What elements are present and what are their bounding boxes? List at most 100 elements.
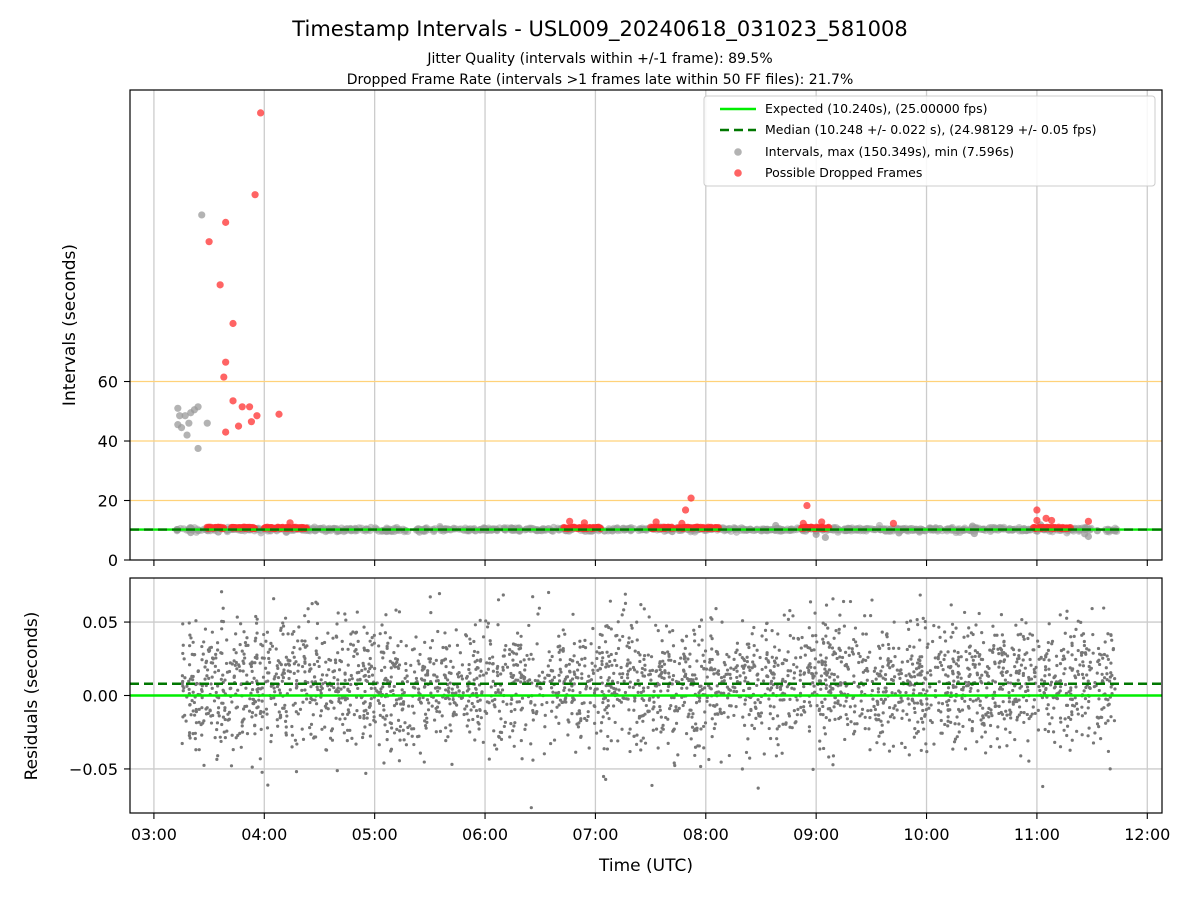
residual-point [824,656,828,660]
residual-point [693,639,697,643]
residual-point [214,690,218,695]
x-tick-label: 09:00 [793,825,839,844]
residual-point [680,677,684,682]
residual-point [315,685,319,689]
residual-point [197,707,201,711]
residual-point [871,697,875,701]
residual-point [193,713,197,717]
residual-point [1084,685,1088,690]
residual-point [1105,654,1109,658]
residual-point [292,629,296,634]
residual-point [917,658,921,662]
residual-point [595,650,599,654]
residual-point [1021,658,1025,662]
residual-point [734,665,738,670]
residual-point [579,719,583,723]
residual-point [588,701,592,705]
residual-point [766,687,770,691]
residual-point [587,674,591,678]
residual-point [630,626,634,630]
residual-point [927,706,931,710]
residual-point [423,665,427,669]
residual-point [399,702,403,706]
residual-point [281,632,285,636]
residual-point [225,638,229,642]
residual-point [822,641,826,645]
residual-point [365,716,369,720]
residual-point [245,704,249,708]
residual-point [725,685,730,689]
residual-point [443,673,447,678]
residual-point [1072,634,1076,638]
residual-point [819,674,824,678]
residual-point [191,640,195,644]
residual-point [886,642,891,647]
residual-point [992,644,996,648]
residual-point [204,707,208,711]
residual-point [946,719,950,723]
residual-point [750,666,754,670]
residual-point [918,638,922,642]
residual-point [488,642,493,646]
residual-point [368,656,372,661]
residual-point [659,715,663,719]
residual-point [943,639,948,643]
residual-point [788,634,792,638]
intervals-y-tick-label: 40 [98,432,118,451]
residual-point [719,676,724,680]
residual-point [791,636,796,640]
dropped-frame-point [1048,516,1056,525]
residual-point [477,727,481,731]
residual-point [180,741,184,746]
residual-point [342,685,346,689]
residual-point [740,619,745,623]
residual-point [571,689,575,693]
residual-point [951,683,955,687]
residual-point [1109,633,1113,637]
residual-point [499,672,503,676]
residual-point [632,734,636,738]
residual-point [216,711,220,715]
residual-point [565,675,570,679]
residual-point [531,758,535,762]
residual-point [671,644,676,648]
residual-point [795,665,799,669]
residual-point [764,665,768,669]
residual-point [660,639,664,643]
residual-point [362,716,366,720]
residual-point [360,735,365,740]
residual-point [385,644,389,648]
residual-point [780,698,785,702]
residual-point [429,680,433,684]
residual-point [745,642,749,646]
residual-point [377,743,381,747]
residual-point [846,665,850,669]
residual-point [1063,682,1068,687]
residual-point [1102,676,1107,680]
residual-point [776,632,780,636]
residual-point [907,718,911,722]
residual-point [877,734,881,738]
residual-point [702,667,706,671]
residual-point [945,700,949,704]
residual-point [412,727,416,731]
residual-point [920,669,924,673]
residual-point [700,638,704,642]
residual-point [519,660,523,664]
residual-point [606,734,610,739]
residual-point [883,686,887,690]
residual-point [627,708,631,712]
residual-point [895,668,899,672]
residual-point [959,676,963,680]
residual-point [194,710,198,714]
residual-point [709,666,713,670]
residual-point [952,649,957,653]
residual-point [235,705,240,709]
residual-point [1087,699,1091,704]
residual-point [294,769,299,774]
residual-point [1011,702,1015,706]
residual-point [478,618,482,622]
residual-point [237,664,241,669]
residual-point [827,645,831,649]
residual-point [576,725,581,729]
